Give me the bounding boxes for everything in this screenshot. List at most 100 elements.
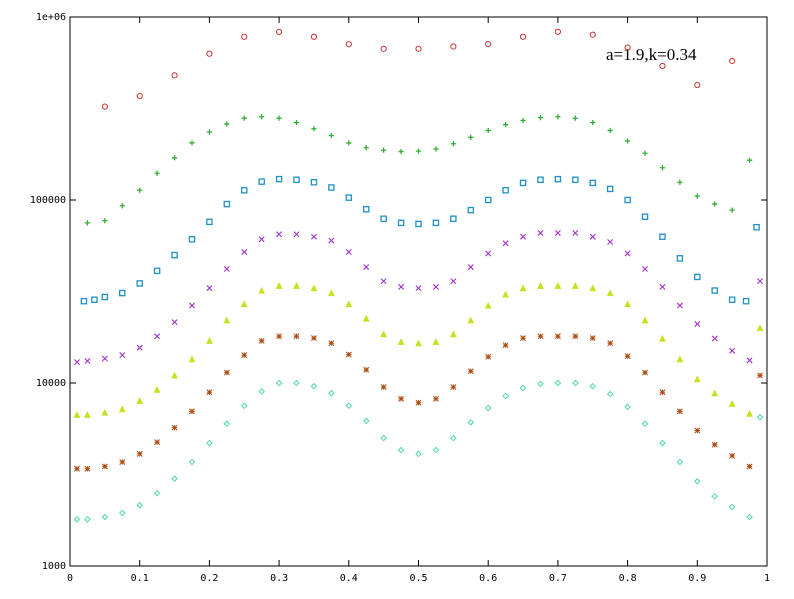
point <box>398 283 405 290</box>
point <box>328 389 335 397</box>
point <box>519 384 527 392</box>
point <box>659 233 666 240</box>
point <box>328 184 335 191</box>
point <box>345 194 353 201</box>
point <box>276 115 282 121</box>
point <box>467 264 474 271</box>
point <box>398 148 404 155</box>
x-tick-label: 0.1 <box>131 573 149 584</box>
point <box>346 140 352 146</box>
point <box>241 33 248 40</box>
x-tick-label: 0.3 <box>270 573 288 584</box>
point <box>240 402 248 410</box>
point <box>380 434 387 442</box>
point <box>711 389 719 397</box>
point <box>293 333 300 340</box>
point <box>659 389 666 396</box>
point <box>484 196 492 204</box>
point <box>659 62 666 70</box>
x-tick-label: 0.8 <box>619 573 637 584</box>
point <box>432 395 439 402</box>
point <box>728 296 736 304</box>
point <box>206 50 213 57</box>
point <box>555 114 561 120</box>
point <box>328 340 335 347</box>
point <box>537 282 544 289</box>
point <box>380 384 387 391</box>
point <box>554 28 562 35</box>
point <box>310 233 317 240</box>
point <box>310 335 317 342</box>
point <box>241 352 248 359</box>
point <box>101 293 109 301</box>
x-tick-label: 0.9 <box>688 573 706 584</box>
point <box>502 392 509 400</box>
point <box>101 355 108 362</box>
point <box>171 251 178 259</box>
point <box>136 280 143 287</box>
point <box>137 187 143 193</box>
point <box>153 489 161 497</box>
point <box>711 335 718 342</box>
point <box>240 187 248 194</box>
point <box>572 115 578 121</box>
point <box>171 424 178 431</box>
point <box>206 285 213 292</box>
point <box>276 333 283 340</box>
point <box>484 404 492 412</box>
point <box>189 408 195 415</box>
point <box>397 446 405 454</box>
point <box>485 353 492 360</box>
point <box>659 334 666 342</box>
point <box>136 344 143 351</box>
point <box>136 501 144 509</box>
point <box>572 379 579 387</box>
point <box>362 206 370 213</box>
point <box>729 57 736 65</box>
point <box>467 418 475 426</box>
point <box>642 150 648 156</box>
point <box>223 420 231 427</box>
point <box>450 141 456 147</box>
point <box>676 302 683 309</box>
point <box>554 333 561 340</box>
point <box>450 278 457 285</box>
point <box>363 264 370 271</box>
point <box>415 285 422 292</box>
point <box>468 134 474 140</box>
point <box>729 207 735 213</box>
point <box>240 300 248 308</box>
point <box>554 230 561 237</box>
point <box>450 434 457 442</box>
x-tick-label: 0 <box>67 573 73 584</box>
point <box>171 475 178 482</box>
point <box>756 324 764 332</box>
point <box>694 81 701 89</box>
point <box>432 338 440 345</box>
point <box>188 302 195 309</box>
point <box>311 126 317 132</box>
point <box>746 513 753 521</box>
point <box>450 384 457 391</box>
point <box>276 231 283 238</box>
point <box>502 187 509 194</box>
point <box>153 385 161 393</box>
point <box>310 179 318 186</box>
point <box>189 140 195 146</box>
point <box>641 420 649 427</box>
point <box>188 236 196 243</box>
point <box>693 478 701 485</box>
point <box>415 339 422 347</box>
point <box>485 250 492 257</box>
point <box>345 300 353 308</box>
point <box>398 395 405 402</box>
point <box>606 185 614 193</box>
point <box>363 145 369 151</box>
point <box>571 282 579 289</box>
point <box>711 441 718 448</box>
point <box>415 45 422 52</box>
point <box>537 333 544 340</box>
point <box>380 215 387 222</box>
point <box>503 122 509 128</box>
